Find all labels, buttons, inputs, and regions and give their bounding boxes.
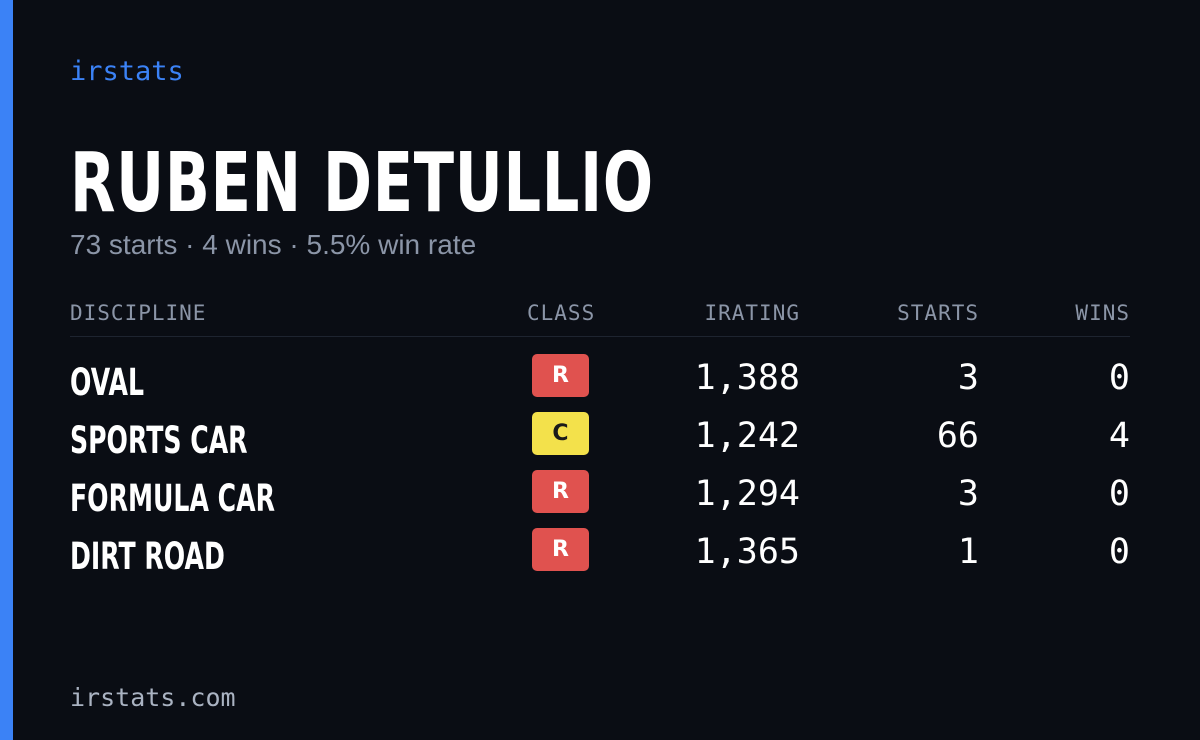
footer-url: irstats.com (70, 683, 236, 712)
table-row: SPORTS CAR C 1,242 66 4 (0, 407, 1200, 465)
irating-value: 1,294 (694, 474, 800, 514)
discipline-name: FORMULA CAR (70, 477, 275, 520)
irating-value: 1,365 (694, 532, 800, 572)
starts-value: 3 (957, 358, 979, 398)
column-header-class: CLASS (527, 301, 596, 325)
wins-value: 0 (1108, 474, 1130, 514)
class-badge: R (532, 354, 589, 397)
class-badge: R (532, 528, 589, 571)
column-header-discipline: DISCIPLINE (70, 301, 207, 325)
discipline-name: SPORTS CAR (70, 419, 248, 462)
page-title: RUBEN DETULLIO (70, 136, 654, 231)
starts-value: 3 (957, 474, 979, 514)
class-badge: R (532, 470, 589, 513)
table-row: FORMULA CAR R 1,294 3 0 (0, 465, 1200, 523)
irating-value: 1,242 (694, 416, 800, 456)
column-header-wins: WINS (1075, 301, 1130, 325)
irating-value: 1,388 (694, 358, 800, 398)
header-divider (70, 336, 1130, 337)
table-row: DIRT ROAD R 1,365 1 0 (0, 523, 1200, 581)
wins-value: 0 (1108, 532, 1130, 572)
wins-value: 0 (1108, 358, 1130, 398)
starts-value: 1 (957, 532, 979, 572)
player-summary: 73 starts · 4 wins · 5.5% win rate (70, 229, 477, 260)
column-header-irating: IRATING (704, 301, 800, 325)
wins-value: 4 (1108, 416, 1130, 456)
discipline-name: DIRT ROAD (70, 535, 225, 578)
starts-value: 66 (936, 416, 979, 456)
class-badge: C (532, 412, 589, 455)
column-header-starts: STARTS (897, 301, 979, 325)
table-row: OVAL R 1,388 3 0 (0, 349, 1200, 407)
discipline-name: OVAL (70, 361, 144, 404)
brand-logo-text: irstats (70, 56, 184, 87)
accent-bar (0, 0, 13, 740)
